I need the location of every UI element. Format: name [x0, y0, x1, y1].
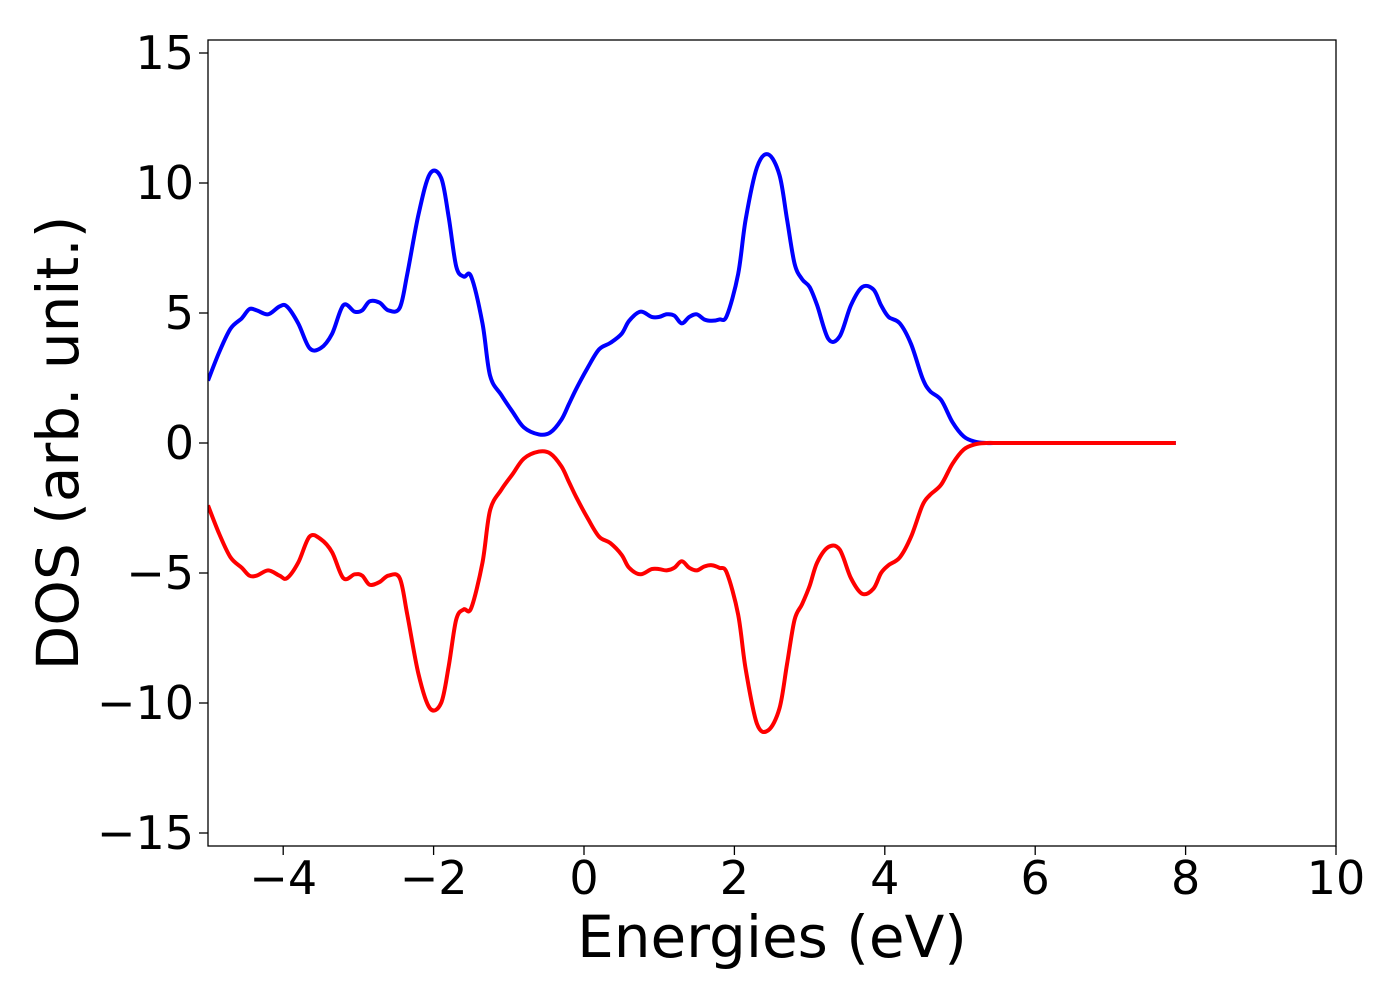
x-tick-label: 8 — [1171, 851, 1200, 905]
y-tick-label: 5 — [165, 286, 194, 340]
x-tick-label: 4 — [870, 851, 899, 905]
x-tick-label: −4 — [249, 851, 317, 905]
series-line-blue — [208, 152, 1176, 446]
x-tick-label: 0 — [569, 851, 598, 905]
y-axis-label: DOS (arb. unit.) — [24, 216, 92, 671]
y-tick-label: −10 — [97, 676, 194, 730]
x-tick-label: 2 — [720, 851, 749, 905]
y-tick-label: 15 — [135, 26, 194, 80]
x-tick-label: −2 — [400, 851, 468, 905]
x-tick-label: 10 — [1307, 851, 1366, 905]
x-tick-label: 6 — [1021, 851, 1050, 905]
y-tick-label: −5 — [126, 546, 194, 600]
y-tick-label: 10 — [135, 156, 194, 210]
x-axis-label: Energies (eV) — [577, 903, 967, 971]
series-layer — [208, 152, 1176, 735]
x-axis-ticks: −4 −2 0 2 4 6 8 10 — [249, 846, 1365, 905]
y-tick-label: −15 — [97, 806, 194, 860]
y-axis-ticks: −15 −10 −5 0 5 10 15 — [97, 26, 208, 860]
series-line-red — [208, 440, 1176, 735]
y-tick-label: 0 — [165, 416, 194, 470]
